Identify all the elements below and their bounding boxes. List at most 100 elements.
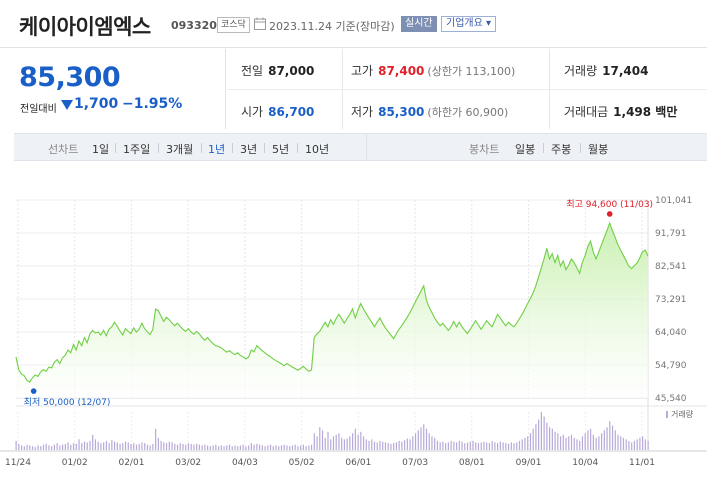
volume-bar (639, 437, 641, 450)
volume-bar (253, 444, 255, 450)
volume-bar (332, 436, 335, 450)
volume-bar (239, 445, 242, 450)
period-selector: 선차트 1일 1주일 3개월 1년 3년 5년 10년 봉차트 일봉 주봉 월봉 (14, 133, 707, 161)
volume-bar (97, 441, 99, 450)
realtime-button[interactable]: 실시간 (401, 16, 437, 32)
period-3y[interactable]: 3년 (240, 143, 258, 156)
volume-bar (423, 424, 425, 450)
x-tick-label: 11/24 (5, 458, 31, 468)
volume-bar (384, 442, 387, 450)
volume-bar (179, 443, 181, 450)
x-tick-label: 01/02 (62, 458, 88, 468)
x-tick-label: 05/02 (289, 458, 315, 468)
volume-bar (146, 444, 149, 450)
period-1y[interactable]: 1년 (208, 143, 226, 156)
volume-bar (201, 445, 203, 450)
volume-bar (395, 442, 397, 450)
volume-bar (409, 439, 411, 450)
volume-bar (644, 439, 646, 450)
volume-bar (144, 443, 146, 450)
volume-bar (587, 430, 589, 450)
volume-bar (628, 440, 630, 450)
volume-bar (196, 443, 198, 450)
volume-bar (64, 443, 66, 450)
x-tick-label: 11/01 (629, 458, 655, 468)
volume-bar (310, 444, 313, 450)
volume-bar (371, 439, 373, 450)
calendar-icon (254, 17, 266, 30)
volume-bar (335, 434, 337, 450)
volume-bar (620, 436, 622, 450)
period-10y[interactable]: 10년 (305, 143, 330, 156)
volume-bar (330, 439, 332, 450)
volume-bar (20, 445, 23, 450)
volume-bar (133, 443, 135, 450)
y-tick-label: 101,041 (655, 196, 692, 206)
price-line (15, 221, 649, 383)
volume-bar (368, 440, 370, 450)
volume-bar (83, 441, 86, 450)
period-3m[interactable]: 3개월 (166, 143, 194, 156)
market-badge: 코스닥 (217, 17, 250, 33)
period-5y[interactable]: 5년 (272, 143, 290, 156)
volume-bar (354, 428, 356, 450)
volume-bar (425, 428, 428, 450)
volume-bar (56, 443, 58, 450)
volume-bar (579, 440, 581, 450)
volume-bar (559, 436, 562, 450)
volume-bar (642, 436, 644, 450)
volume-bar (475, 442, 477, 450)
candle-weekly[interactable]: 주봉 (551, 143, 572, 156)
volume-bar (23, 446, 25, 450)
volume-bar (502, 442, 504, 450)
volume-bar (453, 441, 455, 450)
period-1d[interactable]: 1일 (92, 143, 110, 156)
volume-bar (40, 446, 42, 450)
volume-bar (264, 446, 266, 450)
volume-bar (48, 445, 50, 450)
x-tick-label: 03/02 (175, 458, 201, 468)
volume-bar (521, 439, 523, 450)
volume-bar (316, 436, 318, 450)
volume-bar (283, 444, 285, 450)
volume-bar (53, 444, 56, 450)
volume-bar (198, 444, 201, 450)
volume-bar (343, 439, 346, 450)
change-label: 전일대비 (20, 104, 57, 115)
volume-bar (94, 439, 97, 450)
stat-trade-amount: 거래대금 1,498 백만 (564, 105, 678, 119)
candle-chart-label: 봉차트 (469, 143, 500, 156)
y-tick-label: 64,040 (655, 328, 687, 338)
volume-bar (108, 443, 110, 450)
volume-bar (78, 439, 80, 450)
volume-bar (609, 421, 611, 450)
y-tick-label: 73,291 (655, 295, 687, 305)
volume-bar (390, 443, 392, 450)
volume-bar (633, 440, 636, 450)
price-stats: 전일 87,000 고가 87,400 (상한가 113,100) 거래량 17,404… (227, 49, 707, 129)
volume-bar (272, 446, 274, 450)
volume-bar (439, 442, 441, 450)
volume-bar (258, 444, 261, 450)
volume-bar (220, 445, 222, 450)
volume-bar (360, 431, 362, 450)
volume-bar (217, 446, 220, 450)
volume-bar (321, 430, 324, 450)
stat-low: 저가 85,300 (하한가 60,900) (351, 105, 509, 119)
volume-bar (557, 433, 559, 450)
volume-bar (278, 446, 280, 450)
volume-bar (581, 436, 584, 450)
volume-bar (497, 443, 499, 450)
volume-bar (543, 416, 545, 450)
candle-daily[interactable]: 일봉 (515, 143, 536, 156)
period-1w[interactable]: 1주일 (123, 143, 151, 156)
stat-open: 시가 86,700 (241, 105, 315, 119)
volume-bar (535, 424, 537, 450)
company-info-dropdown[interactable]: 기업개요 ▾ (441, 16, 496, 32)
volume-bar (119, 443, 121, 450)
volume-bar (592, 434, 594, 450)
candle-monthly[interactable]: 월봉 (588, 143, 609, 156)
volume-bar (267, 445, 269, 450)
volume-bar (401, 441, 403, 450)
volume-bar (524, 437, 526, 450)
